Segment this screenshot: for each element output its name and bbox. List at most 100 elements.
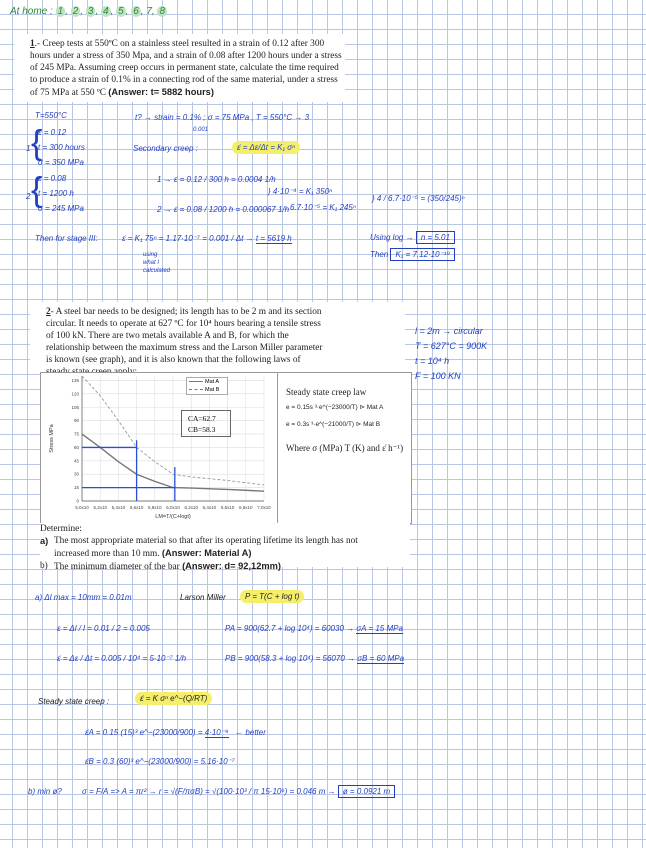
creep-law-units: Where σ (MPa) T (K) and ε̇ h⁻¹) bbox=[286, 443, 404, 453]
x-tick-label: 6,4x10 bbox=[203, 505, 217, 510]
legend-item-mat-a: Mat A bbox=[189, 379, 225, 387]
diameter-equation: σ = F/A => A = πr² → r = √(F/πσB) = √(10… bbox=[82, 785, 396, 798]
steady-state-label: Steady state creep : bbox=[38, 697, 110, 706]
question-b-answer: (Answer: d= 92,12mm) bbox=[182, 561, 282, 571]
question-a-label: a) bbox=[40, 536, 49, 546]
legend-item-mat-b: Mat B bbox=[189, 387, 225, 395]
question-a-text: The most appropriate material so that af… bbox=[54, 536, 358, 559]
chart-plot: 5,0x10 5,2x10 5,4x10 5,6x10 5,8x10 6,0x10 6,2x… bbox=[49, 375, 271, 520]
problem-text: .- Creep tests at 550ºC on a stainless s… bbox=[30, 39, 342, 98]
temperature-note: T=550°C bbox=[35, 111, 67, 120]
larson-miller-chart: 5,0x10 5,2x10 5,4x10 5,6x10 5,8x10 6,0x10 6,2x… bbox=[40, 372, 412, 524]
sigma-a-result: σA = 15 MPa bbox=[356, 624, 403, 634]
exercise-number: 1 bbox=[55, 6, 66, 17]
determine-label: Determine: bbox=[40, 524, 82, 534]
panel-divider bbox=[277, 373, 278, 523]
using-log-label: Using log → bbox=[370, 233, 414, 242]
x-axis-label: LM=T/(C+logt) bbox=[155, 514, 191, 520]
case-1-stress: σ = 350 MPa bbox=[38, 158, 84, 167]
sigma-b-result: σB = 60 MPa bbox=[357, 654, 405, 664]
case-2-label: 2 bbox=[26, 192, 31, 201]
y-tick-label: 90 bbox=[74, 418, 80, 423]
steady-state-formula: ε̇ = K σⁿ e^−(Q/RT) bbox=[135, 692, 213, 705]
c-b-value: CB=58.3 bbox=[188, 425, 216, 434]
legend-label: Mat B bbox=[205, 386, 220, 393]
n-result: n = 5.01 bbox=[415, 231, 455, 244]
series-line-mat-b bbox=[81, 375, 265, 486]
stage-3-result: t = 5619 h bbox=[255, 234, 292, 244]
rate-a-result: 4·10⁻⁹ bbox=[204, 728, 229, 738]
rate-equation-2: 2 → ε̇ = 0.08 / 1200 h = 0.000067 1/h bbox=[157, 205, 290, 214]
strain-rate-equation: ε̇ = Δε / Δt = 0.005 / 10⁴ = 5·10⁻⁷ 1/h bbox=[57, 654, 187, 663]
x-tick-label: 7,0x10 bbox=[257, 505, 271, 510]
case-1-strain: ε = 0.12 bbox=[38, 128, 67, 137]
question-b-label: b) bbox=[40, 561, 48, 571]
pa-equation: PA = 900(62.7 + log 10⁴) = 60030 → σA = … bbox=[225, 624, 403, 634]
x-tick-label: 5,0x10 bbox=[75, 505, 89, 510]
exercise-number: 8 bbox=[157, 6, 168, 17]
given-temperature: T = 627°C = 900K bbox=[415, 341, 488, 351]
system-equation-1: } 4·10⁻⁴ = K₁ 350ⁿ bbox=[268, 187, 333, 196]
larson-miller-formula: P = T(C + log t) bbox=[240, 590, 305, 603]
stage-3-expression: ε̇ = K₁ 75ⁿ = 1.17·10⁻⁷ = 0.001 / Δt → bbox=[122, 234, 256, 243]
pb-equation: PB = 900(58.3 + log 10⁴) = 56070 → σB = … bbox=[225, 654, 405, 664]
x-tick-label: 6,2x10 bbox=[184, 505, 198, 510]
exercise-number: 5 bbox=[116, 6, 126, 17]
x-tick-label: 5,2x10 bbox=[93, 505, 107, 510]
case-2-time: t = 1200 h bbox=[38, 189, 74, 198]
stage-3-equation: ε̇ = K₁ 75ⁿ = 1.17·10⁻⁷ = 0.001 / Δt → t… bbox=[122, 234, 292, 244]
question-a: a) The most appropriate material so that … bbox=[40, 535, 410, 560]
goal-note: t? → strain = 0.1% ; σ = 75 MPa , T = 55… bbox=[135, 113, 310, 122]
given-time: t = 10⁴ h bbox=[415, 356, 450, 366]
brace-2: { bbox=[31, 171, 43, 209]
using-note: using what I calculated bbox=[143, 251, 170, 275]
better-note: ← better bbox=[235, 728, 266, 737]
case-2-stress: σ = 245 MPa bbox=[38, 204, 84, 213]
pb-expression: PB = 900(58.3 + log 10⁴) = 56070 → bbox=[225, 654, 355, 663]
problem-2-questions: Determine: a) The most appropriate materi… bbox=[40, 523, 410, 572]
x-tick-label: 6,6x10 bbox=[221, 505, 235, 510]
strain-equation: ε = Δl / l = 0.01 / 2 = 0.005 bbox=[57, 624, 150, 633]
question-a-answer: (Answer: Material A) bbox=[161, 548, 252, 558]
y-tick-label: 60 bbox=[74, 445, 80, 450]
x-tick-label: 6,8x10 bbox=[239, 505, 253, 510]
y-tick-label: 15 bbox=[74, 485, 80, 490]
y-tick-label: 120 bbox=[71, 391, 79, 396]
chart-legend: Mat A Mat B bbox=[186, 377, 228, 395]
y-tick-label: 30 bbox=[74, 472, 80, 477]
given-force: F = 100 KN bbox=[415, 371, 461, 381]
system-equation-2: 6.7·10⁻⁵ = K₁ 245ⁿ bbox=[290, 203, 356, 212]
problem-text: - A steel bar needs to be designed; its … bbox=[46, 307, 323, 377]
rate-equation-1: 1 → ε̇ = 0.12 / 300 h = 0.0004 1/h bbox=[157, 175, 276, 184]
exercise-list: 1, 2, 3, 4, 5, 6, 7, 8 bbox=[55, 6, 168, 17]
problem-answer: (Answer: t= 5882 hours) bbox=[108, 87, 214, 97]
diameter-expression: σ = F/A => A = πr² → r = √(F/πσB) = √(10… bbox=[82, 787, 336, 796]
x-tick-label: 5,4x10 bbox=[112, 505, 126, 510]
exercise-number: 6 bbox=[131, 6, 141, 17]
y-tick-label: 45 bbox=[74, 458, 80, 463]
homework-label: At home : bbox=[10, 6, 53, 17]
rate-a-expression: ε̇A = 0.15 (15)³ e^−(23000/900) = bbox=[85, 728, 205, 737]
rate-a-equation: ε̇A = 0.15 (15)³ e^−(23000/900) = 4·10⁻⁹… bbox=[85, 728, 266, 738]
pa-expression: PA = 900(62.7 + log 10⁴) = 60030 → bbox=[225, 624, 355, 633]
k-note: Then K₁ = 7.12·10⁻¹⁹ bbox=[370, 248, 456, 261]
goal-subnote: 0.001 bbox=[193, 127, 209, 133]
case-2-strain: ε = 0.08 bbox=[38, 174, 67, 183]
case-1-time: t = 300 hours bbox=[38, 143, 85, 152]
secondary-creep-formula: ε̇ = Δε/Δt = K₁ σⁿ bbox=[232, 141, 300, 154]
x-tick-label: 5,6x10 bbox=[130, 505, 144, 510]
question-b-text: The minimum diameter of the bar bbox=[54, 562, 183, 572]
using-note-line: using bbox=[143, 252, 158, 258]
k-result: K₁ = 7.12·10⁻¹⁹ bbox=[390, 248, 456, 261]
c-constants-box: CA=62.7 CB=58.3 bbox=[181, 410, 231, 437]
given-length: l = 2m → circular bbox=[415, 326, 483, 336]
legend-label: Mat A bbox=[205, 379, 220, 385]
case-1-label: 1 bbox=[26, 144, 31, 153]
homework-header: At home : 1, 2, 3, 4, 5, 6, 7, 8 bbox=[10, 6, 168, 17]
problem-number: 2 bbox=[46, 307, 51, 317]
larson-miller-label: Larson Miller bbox=[180, 593, 226, 602]
creep-law-b: e = 0.3s ³·e^(−21000/T) ⊳ Mat B bbox=[286, 421, 381, 428]
stage-3-label: Then for stage III: bbox=[35, 234, 98, 243]
exercise-number: 7 bbox=[146, 6, 152, 17]
using-note-line: what I bbox=[143, 260, 160, 266]
